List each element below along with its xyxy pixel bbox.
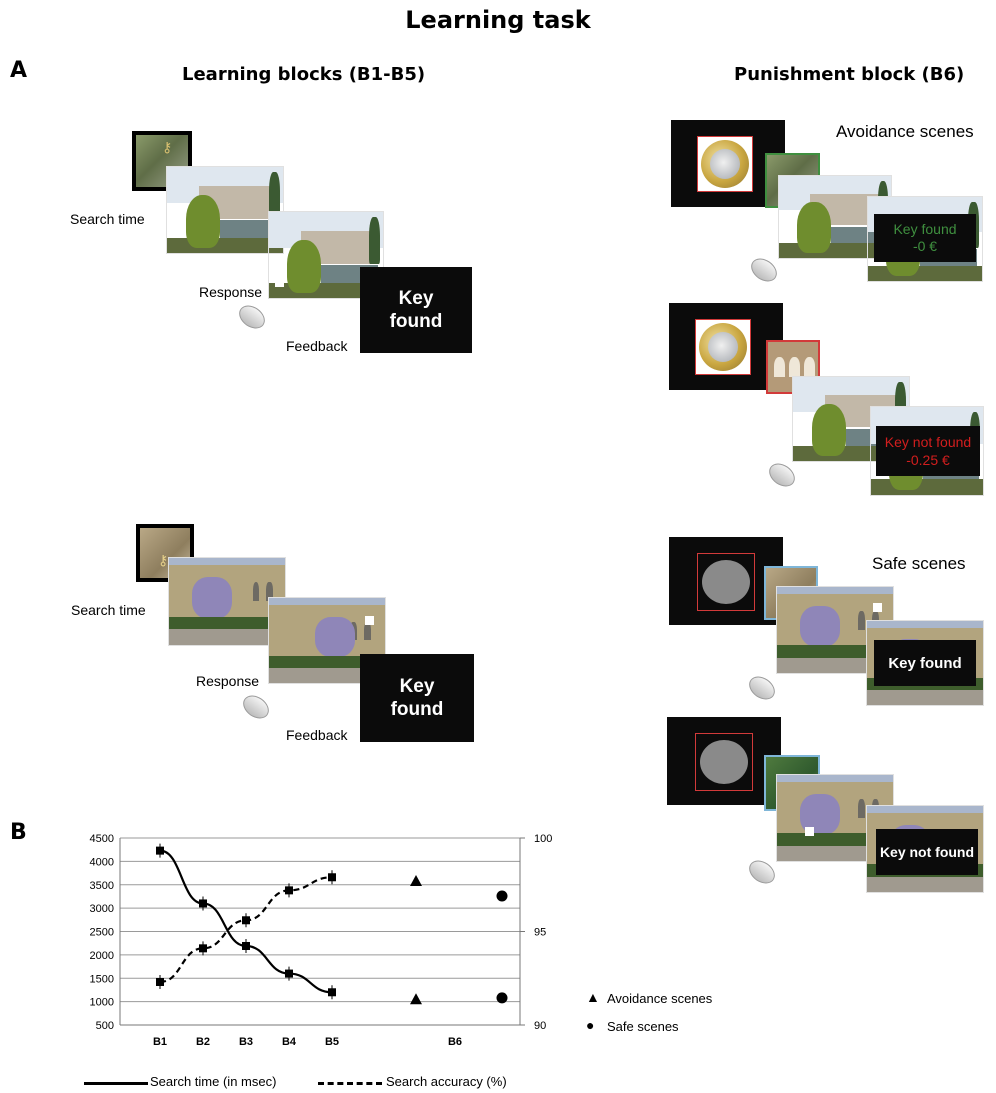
chart-series [156, 843, 336, 1000]
legend-search-accuracy-line [318, 1082, 382, 1085]
cue-screen [669, 303, 783, 390]
coin-frame [697, 136, 753, 192]
target-marker [365, 616, 374, 625]
y-tick-label-left: 2000 [90, 950, 114, 962]
data-point [328, 873, 336, 882]
x-tick-label: B1 [153, 1036, 167, 1048]
y-tick-label-left: 3500 [90, 880, 114, 892]
mouse-icon [744, 855, 780, 889]
y-tick-label-left: 2500 [90, 927, 114, 939]
mouse-icon [744, 671, 780, 705]
feedback-box: Key found [360, 654, 474, 742]
target-marker [275, 278, 284, 287]
avoidance-scenes-title: Avoidance scenes [836, 122, 974, 141]
y-tick-label-left: 1500 [90, 973, 114, 985]
garden-scene-image [166, 166, 284, 254]
cue-screen [667, 717, 781, 805]
legend-search-accuracy-label: Search accuracy (%) [386, 1074, 507, 1089]
data-point [328, 988, 336, 997]
punishment-block-header: Punishment block (B6) [734, 64, 965, 85]
x-tick-label: B5 [325, 1036, 339, 1048]
data-point [285, 969, 293, 978]
feedback-label: Feedback [286, 338, 348, 354]
coin-frame [695, 319, 751, 375]
safe-scenes-title: Safe scenes [872, 554, 966, 573]
data-point [242, 941, 250, 950]
data-point [242, 916, 250, 925]
chart-grid [120, 837, 520, 1026]
feedback-key-found: Key found [874, 640, 976, 686]
grey-disc-icon [702, 560, 750, 604]
x-tick-label: B3 [239, 1036, 253, 1048]
avoidance-marker [410, 993, 422, 1005]
mouse-icon [746, 253, 782, 287]
grey-disc-icon [700, 740, 748, 784]
response-label: Response [199, 284, 263, 300]
facade-scene-image [168, 557, 286, 646]
data-point [285, 886, 293, 895]
facade-scene-image [776, 586, 894, 674]
feedback-key-not-found: Key not found [876, 829, 978, 875]
panel-a-label: A [10, 58, 28, 83]
legend-search-time-line [84, 1082, 148, 1085]
mouse-icon [764, 458, 800, 492]
learning-blocks-header: Learning blocks (B1-B5) [182, 64, 426, 85]
legend-avoidance-label: Avoidance scenes [607, 991, 713, 1006]
safe-marker [496, 992, 508, 1004]
chart-markers [410, 875, 508, 1005]
neutral-cue-frame [697, 553, 755, 611]
x-tick-label: B6 [448, 1036, 462, 1048]
y-tick-label-right: 90 [534, 1020, 546, 1032]
avoidance-marker [410, 875, 422, 887]
mouse-icon [238, 690, 274, 724]
feedback-key-found-zero: Key found -0 € [874, 214, 976, 262]
search-time-label: Search time [70, 211, 145, 227]
y-tick-label-left: 3000 [90, 903, 114, 915]
search-accuracy-line [159, 876, 333, 984]
legend-safe-label: Safe scenes [607, 1019, 679, 1034]
panel-b-label: B [10, 820, 27, 845]
x-tick-label: B2 [196, 1036, 210, 1048]
target-marker [805, 827, 814, 836]
y-tick-label-right: 95 [534, 927, 546, 939]
target-marker [785, 234, 794, 243]
chart-axes [119, 837, 525, 1026]
feedback-label: Feedback [286, 727, 348, 743]
garden-scene-response-image [268, 211, 384, 299]
garden-scene-image [778, 175, 892, 259]
key-icon: ⚷ [158, 552, 169, 568]
response-label: Response [196, 673, 260, 689]
facade-scene-response-image [268, 597, 386, 684]
mouse-icon [234, 300, 270, 334]
legend-triangle-marker: ▲ [586, 989, 600, 1005]
data-point [199, 944, 207, 953]
y-tick-label-left: 4000 [90, 856, 114, 868]
search-time-label: Search time [71, 602, 146, 618]
feedback-key-not-found-loss: Key not found -0.25 € [876, 426, 980, 476]
legend-search-time-label: Search time (in msec) [150, 1074, 277, 1089]
chart-ticks: 500 1000 1500 2000 2500 3000 3500 4000 4500 90 95 1… [90, 833, 553, 1048]
target-marker [873, 603, 882, 612]
data-point [156, 846, 164, 855]
y-tick-label-right: 100 [534, 833, 552, 845]
search-performance-chart: 500 1000 1500 2000 2500 3000 3500 4000 4500 90 95 1… [90, 833, 553, 1048]
data-point [199, 899, 207, 908]
data-point [156, 977, 164, 986]
page-title: Learning task [405, 6, 591, 34]
legend-circle-marker: ● [586, 1017, 595, 1033]
y-tick-label-left: 500 [96, 1020, 114, 1032]
key-icon: ⚷ [162, 139, 173, 155]
safe-marker [496, 890, 508, 902]
x-tick-label: B4 [282, 1036, 297, 1048]
neutral-cue-frame [695, 733, 753, 791]
feedback-box: Key found [360, 267, 472, 353]
y-tick-label-left: 1000 [90, 997, 114, 1009]
y-tick-label-left: 4500 [90, 833, 114, 845]
